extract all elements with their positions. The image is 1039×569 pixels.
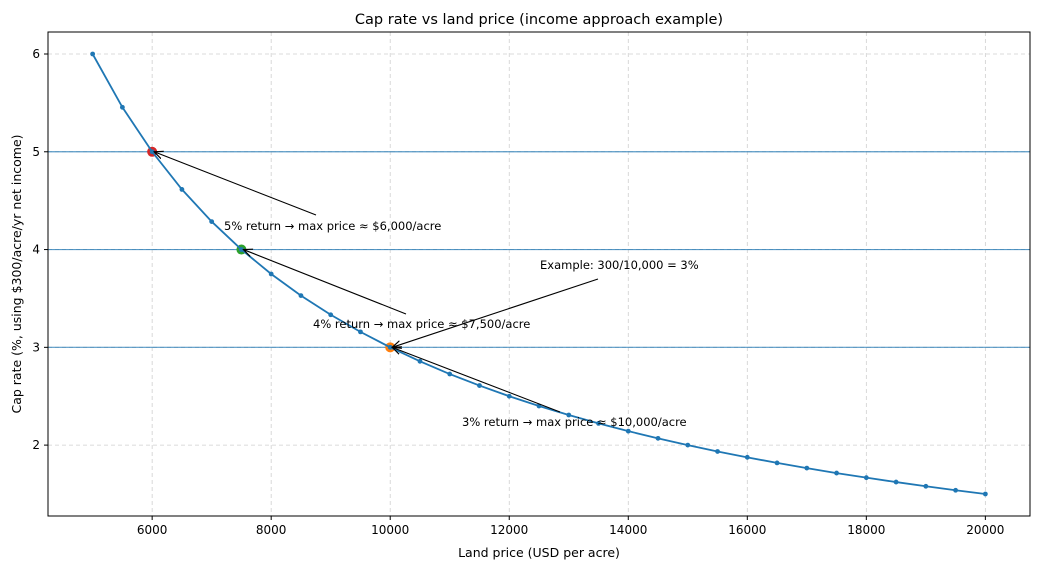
- annotation-arrow: [392, 347, 561, 413]
- x-axis-label: Land price (USD per acre): [458, 545, 620, 560]
- data-point: [566, 412, 572, 418]
- data-point: [119, 104, 125, 110]
- data-point: [179, 187, 185, 192]
- data-point: [923, 483, 929, 489]
- data-point: [953, 487, 959, 493]
- chart-title: Cap rate vs land price (income approach …: [355, 12, 723, 28]
- data-point: [387, 344, 393, 350]
- y-tick-label: 4: [32, 243, 40, 257]
- y-tick-label: 6: [32, 47, 40, 61]
- data-point: [625, 428, 631, 434]
- data-point: [358, 329, 363, 335]
- y-tick-label: 3: [32, 340, 40, 354]
- x-tick-label: 18000: [847, 523, 885, 537]
- annotation-arrow: [392, 278, 599, 347]
- data-point: [744, 454, 750, 460]
- data-point: [893, 479, 899, 485]
- annotation-arrow: [243, 250, 407, 315]
- data-point: [90, 51, 96, 57]
- data-point: [298, 293, 304, 299]
- data-point: [774, 460, 780, 466]
- data-point: [804, 465, 810, 471]
- x-tick-label: 6000: [137, 523, 168, 537]
- x-tick-label: 10000: [371, 523, 409, 537]
- x-tick-label: 12000: [490, 523, 528, 537]
- annotation-arrow: [154, 152, 317, 216]
- annotation-label: 5% return → max price ≈ $6,000/acre: [224, 219, 441, 233]
- data-point: [149, 149, 155, 155]
- data-point: [655, 435, 661, 441]
- y-tick-label: 2: [32, 438, 40, 452]
- x-tick-label: 20000: [966, 523, 1004, 537]
- data-point: [596, 421, 601, 426]
- plot-frame: [47, 31, 1031, 517]
- data-point: [834, 470, 839, 476]
- data-point: [239, 247, 244, 252]
- annotation-label: 3% return → max price ≈ $10,000/acre: [462, 415, 687, 429]
- data-point: [506, 393, 512, 399]
- annotation-label: 4% return → max price ≈ $7,500/acre: [313, 317, 530, 331]
- data-point: [477, 383, 482, 388]
- annotation-label: Example: 300/10,000 = 3%: [540, 258, 699, 272]
- data-point: [863, 475, 869, 481]
- y-axis-label: Cap rate (%, using $300/acre/yr net inco…: [9, 134, 24, 413]
- x-tick-label: 14000: [609, 523, 647, 537]
- data-point: [982, 491, 988, 497]
- data-point: [328, 312, 334, 318]
- data-point: [417, 358, 423, 364]
- x-tick-label: 8000: [256, 523, 287, 537]
- x-tick-label: 16000: [728, 523, 766, 537]
- data-point: [209, 219, 215, 224]
- data-point: [447, 371, 453, 377]
- data-point: [268, 271, 274, 277]
- data-point: [685, 442, 691, 448]
- y-tick-label: 5: [32, 145, 40, 159]
- data-point: [715, 449, 720, 454]
